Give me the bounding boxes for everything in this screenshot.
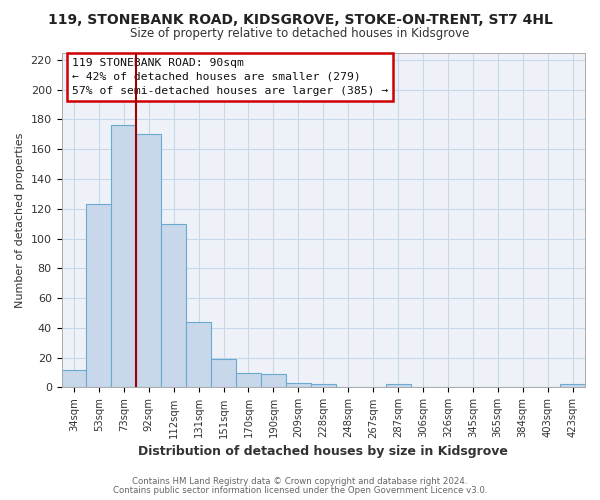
Bar — [261, 374, 286, 388]
Bar — [236, 372, 261, 388]
Bar — [560, 384, 585, 388]
Text: Size of property relative to detached houses in Kidsgrove: Size of property relative to detached ho… — [130, 28, 470, 40]
Bar — [311, 384, 336, 388]
Bar — [211, 359, 236, 388]
Text: Contains HM Land Registry data © Crown copyright and database right 2024.: Contains HM Land Registry data © Crown c… — [132, 477, 468, 486]
Text: 119 STONEBANK ROAD: 90sqm
← 42% of detached houses are smaller (279)
57% of semi: 119 STONEBANK ROAD: 90sqm ← 42% of detac… — [72, 58, 388, 96]
Bar — [161, 224, 186, 388]
X-axis label: Distribution of detached houses by size in Kidsgrove: Distribution of detached houses by size … — [139, 444, 508, 458]
Bar — [112, 126, 136, 388]
Text: Contains public sector information licensed under the Open Government Licence v3: Contains public sector information licen… — [113, 486, 487, 495]
Bar — [136, 134, 161, 388]
Bar — [62, 370, 86, 388]
Bar — [186, 322, 211, 388]
Text: 119, STONEBANK ROAD, KIDSGROVE, STOKE-ON-TRENT, ST7 4HL: 119, STONEBANK ROAD, KIDSGROVE, STOKE-ON… — [47, 12, 553, 26]
Y-axis label: Number of detached properties: Number of detached properties — [15, 132, 25, 308]
Bar — [286, 383, 311, 388]
Bar — [386, 384, 410, 388]
Bar — [86, 204, 112, 388]
